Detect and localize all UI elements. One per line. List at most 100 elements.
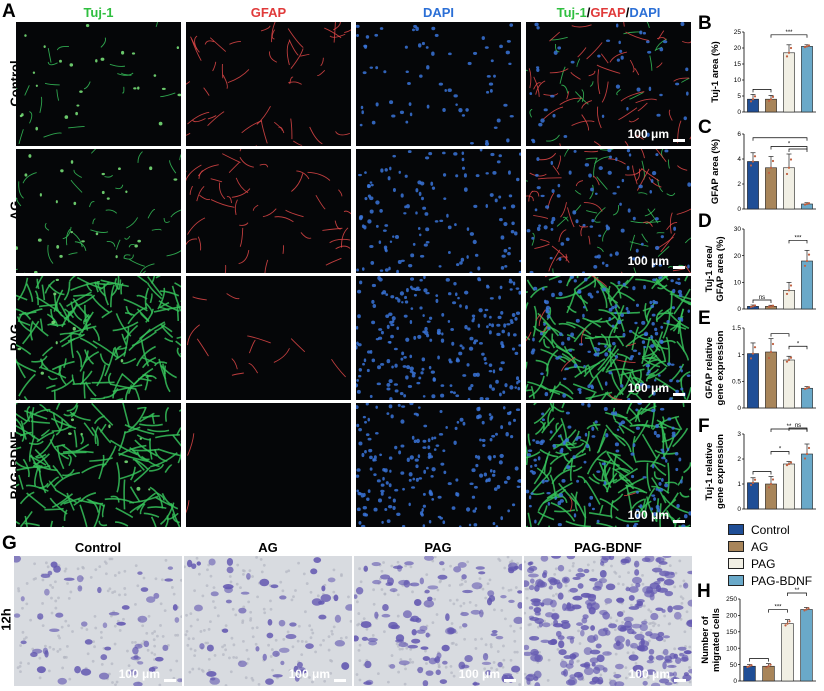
significance-bracket <box>752 299 772 303</box>
significance-bracket <box>770 333 790 337</box>
y-tick-label: 50 <box>730 662 738 669</box>
y-axis-label: GFAP area (%) <box>710 139 721 204</box>
micrograph-tile <box>16 276 181 400</box>
scale-bar-label: 100 μm <box>627 508 669 522</box>
y-tick-label: 0.5 <box>732 379 741 386</box>
legend-label-ag: AG <box>751 539 769 554</box>
data-point <box>767 665 770 668</box>
scale-bar-label: 100 μm <box>118 667 160 681</box>
data-point <box>767 356 771 360</box>
data-point <box>749 483 753 487</box>
y-tick-label: 3 <box>737 431 741 438</box>
y-tick-label: 25 <box>734 29 742 36</box>
data-point <box>751 98 755 101</box>
channel-header-dapi: DAPI <box>422 5 455 20</box>
y-tick-label: 2 <box>737 181 741 188</box>
data-point <box>787 358 791 362</box>
scale-bar-line <box>673 520 685 523</box>
legend-item-pag: PAG <box>728 555 812 572</box>
data-point <box>803 387 807 391</box>
y-tick-label: 0 <box>737 306 741 313</box>
data-point <box>805 608 808 611</box>
scale-bar-label: 100 μm <box>458 667 500 681</box>
y-axis-label: Number of <box>700 615 711 663</box>
bar <box>747 353 759 409</box>
scale-bar: 100 μm <box>628 127 685 142</box>
scale-bar-label: 100 μm <box>627 127 669 141</box>
data-point <box>769 98 773 101</box>
data-point <box>807 202 811 205</box>
bar <box>762 665 775 682</box>
migration-column-pag-bdnf: PAG-BDNF <box>574 540 642 555</box>
bar <box>801 260 813 310</box>
y-axis-label: gene expression <box>715 330 726 405</box>
data-point <box>785 55 789 58</box>
data-point <box>771 159 775 163</box>
data-point <box>785 292 789 296</box>
scale-bar-line <box>334 679 346 682</box>
scale-bar: 100 μm <box>628 508 685 523</box>
scale-bar: 100 μm <box>119 667 176 682</box>
significance-label: ns <box>795 423 801 429</box>
data-point <box>749 164 753 167</box>
panel-label-d: D <box>698 211 712 232</box>
data-point <box>787 166 791 169</box>
migration-image-tile: 100 μm <box>354 556 522 686</box>
bar-chart-tuj1-gfap-ratio: Tuj-1 area/GFAP area (%) 0 10 20 30 ns *** <box>704 226 816 313</box>
bar <box>783 167 795 210</box>
significance-label: * <box>788 142 791 148</box>
significance-bracket <box>787 592 807 596</box>
micrograph-tile <box>186 403 351 527</box>
migration-column-control: Control <box>74 540 122 555</box>
micrograph-tile: 100 μm <box>526 403 691 527</box>
significance-bracket <box>752 137 808 141</box>
y-tick-label: 15 <box>734 61 742 68</box>
y-axis-label: GFAP area (%) <box>715 236 726 301</box>
data-point <box>787 462 791 466</box>
micrograph-tile <box>356 149 521 273</box>
data-point <box>805 202 809 206</box>
panel-label-e: E <box>698 308 711 329</box>
significance-label: ** <box>787 424 792 430</box>
data-point <box>805 45 809 48</box>
data-point <box>785 464 789 467</box>
merge-label-gfap: GFAP <box>590 5 626 20</box>
bar <box>747 482 759 510</box>
significance-bracket <box>768 609 788 613</box>
micrograph-tile: 100 μm <box>526 22 691 146</box>
micrograph-tile <box>356 403 521 527</box>
data-point <box>803 203 807 206</box>
data-point <box>788 620 791 623</box>
bar <box>783 359 795 409</box>
scale-bar-line <box>673 266 685 269</box>
data-point <box>769 166 773 169</box>
legend-label-pag: PAG <box>751 556 776 571</box>
y-axis-label: Tuj-1 area (%) <box>710 41 721 103</box>
y-axis-label: migrated cells <box>711 608 722 672</box>
panel-label-h: H <box>697 581 711 602</box>
bar <box>765 483 777 510</box>
panel-label-a: A <box>2 1 16 22</box>
legend-item-ag: AG <box>728 538 812 555</box>
data-point <box>807 446 811 450</box>
data-point <box>765 666 768 669</box>
legend-item-control: Control <box>728 521 812 538</box>
significance-bracket <box>770 146 808 150</box>
significance-bracket <box>770 451 790 455</box>
panel-label-b: B <box>698 13 712 34</box>
significance-bracket <box>770 34 808 38</box>
y-tick-label: 6 <box>737 131 741 138</box>
scale-bar-label: 100 μm <box>627 381 669 395</box>
legend-swatch-control <box>728 524 744 535</box>
y-tick-label: 30 <box>734 226 742 233</box>
bar-chart-gfap-area: GFAP area (%) 0 2 4 6 * <box>710 131 816 213</box>
data-point <box>751 160 755 163</box>
scale-bar-line <box>504 679 516 682</box>
significance-label: * <box>779 447 782 453</box>
data-point <box>785 360 789 363</box>
significance-label: *** <box>785 30 793 36</box>
data-point <box>787 51 791 54</box>
data-point <box>767 305 771 308</box>
y-tick-label: 5 <box>737 93 741 100</box>
data-point <box>786 622 789 625</box>
